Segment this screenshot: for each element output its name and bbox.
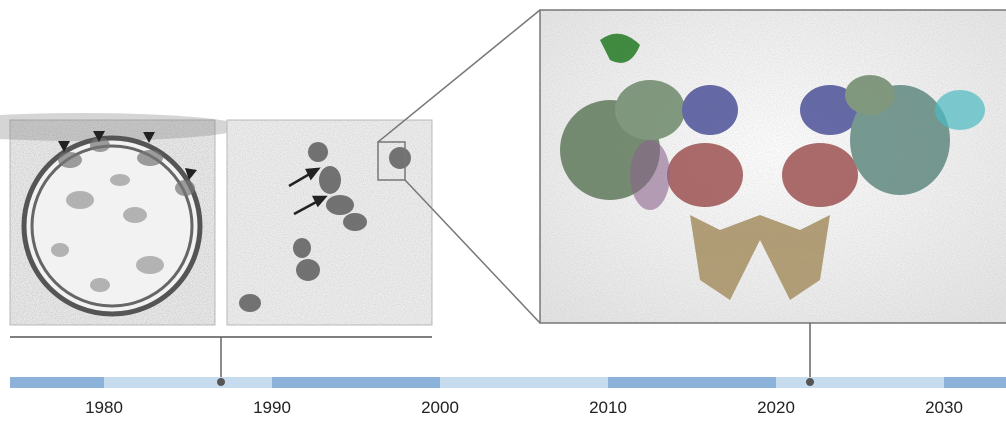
timeline-segment [10, 377, 104, 388]
year-label: 2020 [757, 398, 795, 417]
year-label: 2000 [421, 398, 459, 417]
timeline-segment [944, 377, 1006, 388]
timeline-segment [272, 377, 440, 388]
year-label: 2010 [589, 398, 627, 417]
year-label: 1990 [253, 398, 291, 417]
timeline-segment [776, 377, 944, 388]
timeline-segment [104, 377, 272, 388]
timeline-dot [806, 378, 814, 386]
timeline-bar [10, 377, 1006, 388]
micrograph-left [0, 113, 242, 326]
timeline-dot [217, 378, 225, 386]
year-label: 1980 [85, 398, 123, 417]
timeline-segment [608, 377, 776, 388]
year-label: 2030 [925, 398, 963, 417]
timeline-segment [440, 377, 608, 388]
timeline-labels: 1980 1990 2000 2010 2020 2030 [85, 398, 963, 417]
micrograph-middle [226, 119, 433, 326]
structure-panel [539, 9, 1006, 324]
zoom-lines [377, 9, 541, 324]
